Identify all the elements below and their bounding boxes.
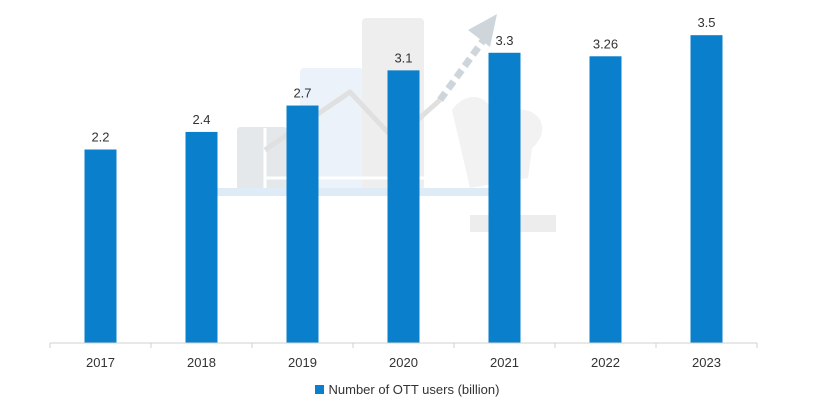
data-label-2020: 3.1 xyxy=(394,50,412,65)
legend-label: Number of OTT users (billion) xyxy=(328,382,500,397)
legend: Number of OTT users (billion) xyxy=(0,382,814,397)
x-tick-label-2023: 2023 xyxy=(692,355,721,370)
x-tick-label-2018: 2018 xyxy=(187,355,216,370)
bar-2018 xyxy=(185,131,218,343)
bar-2020 xyxy=(387,70,420,343)
data-label-2022: 3.26 xyxy=(593,36,618,51)
bar-2022 xyxy=(589,56,622,344)
data-label-2018: 2.4 xyxy=(192,112,210,127)
bg-baseline-bar xyxy=(215,188,515,196)
x-tick-label-2019: 2019 xyxy=(288,355,317,370)
legend-swatch xyxy=(314,385,324,394)
bar-2021 xyxy=(488,52,521,344)
x-tick-label-2017: 2017 xyxy=(86,355,115,370)
data-label-2017: 2.2 xyxy=(91,130,109,145)
bar-2023 xyxy=(690,35,723,344)
legend-item: Number of OTT users (billion) xyxy=(314,382,500,397)
bg-arrow-shaft xyxy=(437,35,488,103)
x-ticks-group xyxy=(49,343,758,348)
bg-panel-left xyxy=(237,127,287,190)
x-tick-label-2021: 2021 xyxy=(490,355,519,370)
bars-group xyxy=(84,35,723,344)
data-label-2019: 2.7 xyxy=(293,86,311,101)
data-label-2021: 3.3 xyxy=(495,33,513,48)
x-tick-label-2020: 2020 xyxy=(389,355,418,370)
bar-2019 xyxy=(286,105,319,344)
bar-2017 xyxy=(84,149,117,343)
data-label-2023: 3.5 xyxy=(697,15,715,30)
x-tick-labels-group: 2017 2018 2019 2020 2021 2022 2023 xyxy=(86,355,721,370)
data-labels-group: 2.2 2.4 2.7 3.1 3.3 3.26 3.5 xyxy=(91,15,715,144)
bg-arrow-head xyxy=(468,14,497,47)
x-tick-label-2022: 2022 xyxy=(591,355,620,370)
